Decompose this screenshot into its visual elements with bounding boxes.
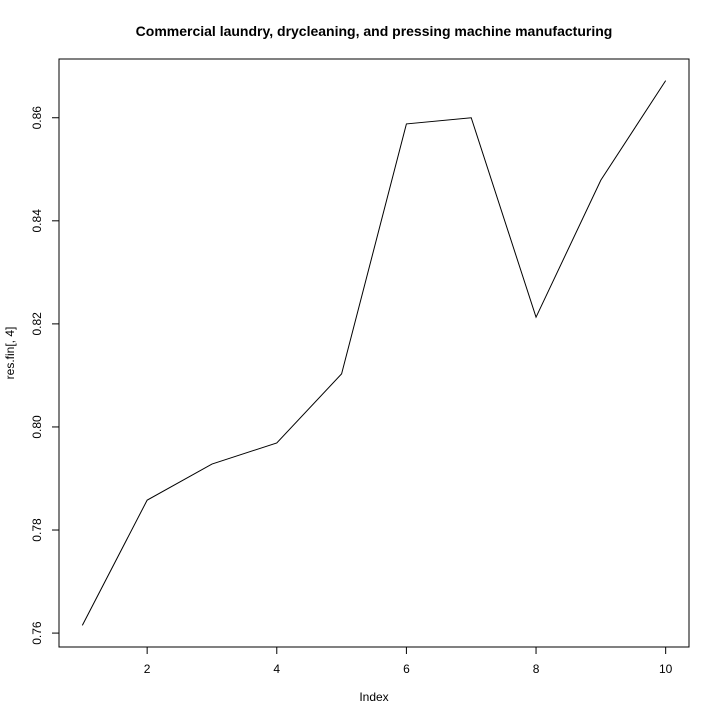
x-tick-label: 10 xyxy=(659,662,673,676)
x-tick-label: 6 xyxy=(403,662,410,676)
y-axis: 0.76 0.78 0.80 0.82 0.84 0.86 xyxy=(30,106,59,645)
y-tick-label: 0.78 xyxy=(30,518,44,542)
x-tick-label: 4 xyxy=(273,662,280,676)
y-tick-label: 0.80 xyxy=(30,415,44,439)
x-axis: 2 4 6 8 10 xyxy=(144,647,673,676)
y-tick-label: 0.76 xyxy=(30,621,44,645)
series-line xyxy=(81,80,667,626)
chart-title: Commercial laundry, drycleaning, and pre… xyxy=(136,23,613,39)
y-tick-label: 0.84 xyxy=(30,209,44,233)
x-tick-label: 8 xyxy=(533,662,540,676)
y-axis-label: res.fin[, 4] xyxy=(3,327,17,380)
x-axis-label: Index xyxy=(359,690,388,704)
x-tick-label: 2 xyxy=(144,662,151,676)
y-tick-label: 0.86 xyxy=(30,106,44,130)
plot-frame xyxy=(58,58,690,648)
y-tick-label: 0.82 xyxy=(30,312,44,336)
